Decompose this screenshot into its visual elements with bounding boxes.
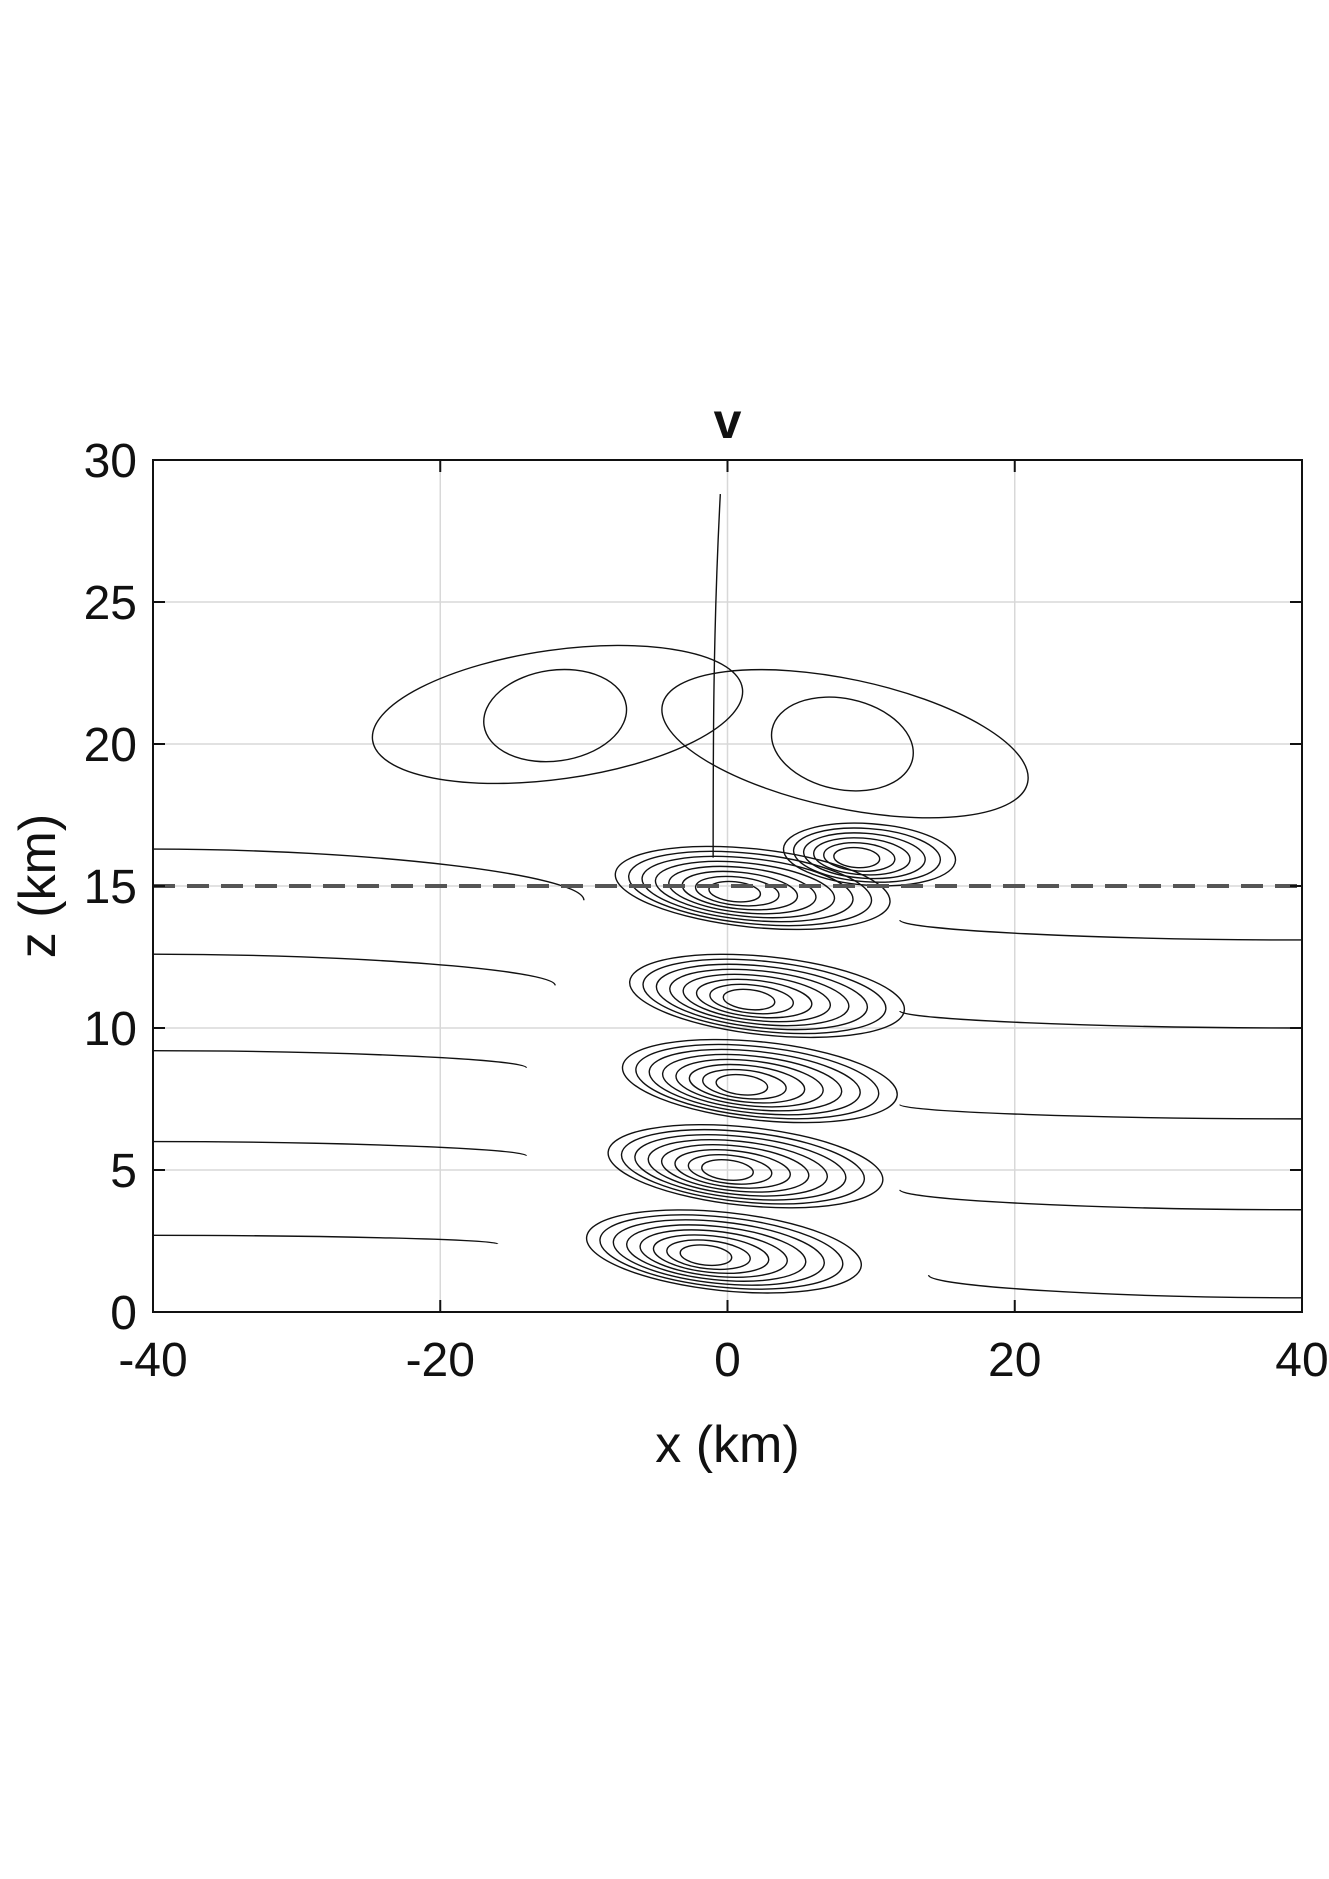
contour-line	[599, 1214, 844, 1290]
contour-line	[802, 832, 926, 880]
contour-line	[682, 973, 832, 1023]
contour-line	[833, 846, 881, 869]
contour-line	[708, 880, 762, 903]
contour-line	[607, 1124, 884, 1209]
x-tick-label: -20	[406, 1334, 475, 1387]
contour-line	[483, 668, 628, 763]
contour-line	[661, 1053, 843, 1112]
contour-line	[153, 848, 585, 901]
y-axis-label: z (km)	[9, 814, 67, 958]
contour-line	[712, 494, 722, 858]
y-tick-label: 15	[84, 861, 137, 914]
axis-ticks: -40 -20 0 20 40 0 5 10 15 20 25 30	[84, 435, 1329, 1387]
y-tick-label: 5	[110, 1145, 137, 1198]
contour-line	[654, 860, 836, 919]
contour-line	[823, 841, 896, 872]
contour-line	[371, 644, 744, 785]
chart-title: v	[714, 393, 742, 449]
contour-line	[641, 855, 854, 923]
contour-line	[648, 1048, 861, 1116]
contour-line	[899, 1104, 1302, 1120]
contour-line	[668, 865, 817, 915]
contour-line	[702, 1068, 787, 1100]
x-axis-label: x (km)	[655, 1416, 799, 1474]
contour-line	[688, 1063, 806, 1104]
contour-line	[153, 1234, 499, 1245]
contour-line	[669, 968, 850, 1027]
x-tick-label: 20	[988, 1334, 1041, 1387]
x-tick-label: -40	[118, 1334, 187, 1387]
contour-line	[626, 1224, 807, 1282]
contour-line	[899, 1189, 1302, 1211]
contour-line	[675, 1058, 824, 1108]
contour-line	[627, 850, 873, 927]
contour-line	[652, 1234, 770, 1275]
contour-line	[621, 1038, 898, 1124]
contour-line	[927, 1274, 1302, 1299]
contour-line	[153, 953, 556, 986]
contour-line	[153, 1050, 528, 1069]
contour-line	[679, 1244, 733, 1267]
contour-line	[153, 1140, 528, 1157]
contour-line	[792, 827, 942, 883]
contour-line	[813, 837, 911, 876]
contour-line	[628, 953, 906, 1039]
contour-line	[899, 919, 1302, 941]
contour-line	[661, 668, 1029, 819]
y-tick-label: 20	[84, 719, 137, 772]
contour-line	[634, 1134, 847, 1201]
contour-line	[715, 1073, 769, 1096]
contour-line	[770, 696, 914, 792]
contour-line	[612, 1219, 825, 1286]
contour-line	[620, 1129, 866, 1205]
contour-line	[647, 1139, 828, 1197]
contour-line	[585, 1209, 863, 1294]
contour-line	[660, 1144, 810, 1193]
x-tick-label: 40	[1275, 1334, 1328, 1387]
y-tick-label: 10	[84, 1003, 137, 1056]
contour-line	[639, 1229, 788, 1278]
y-tick-label: 25	[84, 577, 137, 630]
contour-line	[666, 1239, 751, 1271]
contour-line	[674, 1149, 791, 1189]
contour-line	[695, 978, 813, 1019]
contour-lines	[153, 494, 1302, 1299]
contour-line	[899, 1010, 1302, 1029]
x-tick-label: 0	[714, 1334, 741, 1387]
contour-line	[635, 1043, 880, 1120]
contour-line	[694, 875, 780, 907]
contour-line	[614, 845, 891, 931]
y-tick-label: 0	[110, 1287, 137, 1340]
contour-line	[655, 963, 869, 1031]
contour-line	[701, 1159, 754, 1181]
y-tick-label: 30	[84, 435, 137, 488]
contour-line	[642, 958, 887, 1035]
contour-line	[722, 988, 776, 1011]
contour-line	[687, 1154, 773, 1185]
contour-line	[709, 983, 794, 1015]
